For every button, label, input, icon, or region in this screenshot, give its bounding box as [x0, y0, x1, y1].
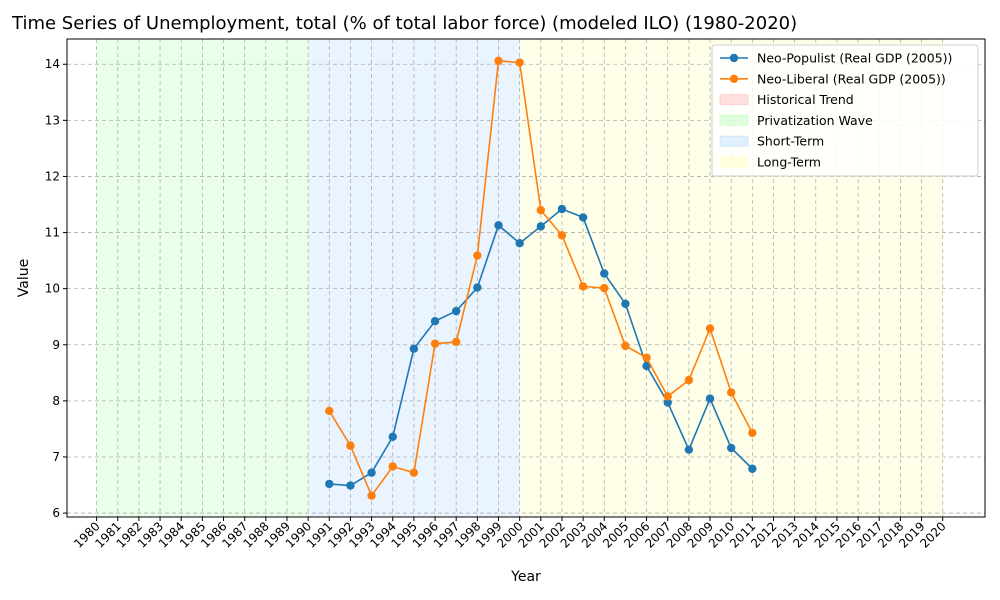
data-point-1-16: [663, 392, 672, 401]
series-group: [325, 56, 757, 500]
chart-title: Time Series of Unemployment, total (% of…: [11, 13, 797, 34]
y-tick-label-5: 11: [45, 226, 60, 240]
legend-region-label-3: Long-Term: [757, 155, 821, 170]
data-point-0-15: [642, 361, 651, 371]
legend: Neo-Populist (Real GDP (2005)) Neo-Libera…: [711, 44, 979, 177]
x-axis: 1980198119821983198419851986198719881989…: [71, 517, 949, 551]
data-point-1-12: [578, 282, 588, 291]
data-point-0-16: [663, 398, 672, 407]
series-0: [325, 204, 757, 490]
data-point-0-3: [388, 432, 397, 441]
data-point-1-4: [409, 468, 419, 477]
legend-box: [711, 44, 979, 177]
data-point-1-7: [473, 251, 482, 260]
series-1: [325, 56, 757, 500]
data-point-0-0: [325, 479, 334, 489]
plot-frame: [66, 38, 986, 518]
data-point-0-17: [684, 445, 694, 454]
data-point-1-5: [430, 339, 440, 348]
y-axis-label: Value: [16, 259, 32, 297]
x-axis-label: Year: [510, 569, 541, 585]
legend-marker-1: [729, 74, 739, 84]
data-point-1-3: [388, 462, 397, 471]
data-point-0-5: [430, 316, 440, 326]
y-tick-label-8: 14: [45, 57, 60, 71]
y-tick-label-4: 10: [45, 282, 60, 296]
data-point-0-4: [409, 344, 419, 353]
legend-swatch-0: [719, 94, 749, 106]
data-point-0-7: [473, 283, 482, 292]
data-point-0-12: [578, 213, 588, 222]
legend-swatch-1: [719, 114, 749, 126]
legend-swatch-2: [719, 135, 749, 147]
data-point-0-18: [705, 394, 715, 403]
data-point-0-10: [536, 222, 546, 231]
data-point-0-2: [367, 468, 376, 477]
legend-label-1: Neo-Liberal (Real GDP (2005)): [757, 71, 946, 86]
y-tick-label-0: 6: [52, 506, 60, 520]
data-point-1-8: [494, 56, 503, 66]
data-point-1-0: [325, 406, 334, 416]
data-point-1-9: [515, 58, 524, 67]
data-point-1-13: [600, 283, 609, 293]
y-tick-label-2: 8: [52, 394, 60, 408]
data-point-0-14: [621, 299, 630, 309]
data-point-0-9: [515, 239, 524, 248]
legend-region-label-0: Historical Trend: [757, 92, 854, 107]
data-point-1-6: [451, 337, 461, 347]
data-point-1-1: [346, 441, 355, 450]
data-point-1-14: [621, 341, 630, 351]
data-point-1-10: [536, 205, 546, 215]
data-point-1-20: [748, 428, 757, 438]
data-point-0-1: [346, 481, 355, 490]
data-point-1-15: [642, 353, 651, 362]
data-point-1-17: [684, 375, 694, 385]
legend-label-0: Neo-Populist (Real GDP (2005)): [757, 51, 952, 66]
legend-region-label-1: Privatization Wave: [757, 113, 873, 128]
data-point-1-19: [726, 388, 736, 397]
data-point-1-11: [557, 231, 567, 240]
data-point-0-11: [557, 204, 567, 214]
y-tick-label-7: 13: [45, 113, 60, 127]
legend-region-label-2: Short-Term: [757, 134, 824, 149]
y-tick-label-1: 7: [52, 450, 60, 464]
data-point-0-13: [600, 269, 609, 278]
data-point-1-2: [367, 491, 376, 500]
data-point-1-18: [705, 324, 715, 333]
y-axis: 6 7 8 9 10 11 12 13 14: [45, 57, 67, 520]
legend-swatch-3: [719, 156, 749, 168]
data-point-0-6: [451, 306, 461, 316]
y-tick-label-6: 12: [45, 169, 60, 183]
data-point-0-8: [494, 221, 503, 230]
data-point-0-20: [748, 464, 757, 473]
data-point-0-19: [726, 443, 736, 453]
legend-marker-0: [729, 53, 739, 63]
y-tick-label-3: 9: [52, 338, 60, 352]
